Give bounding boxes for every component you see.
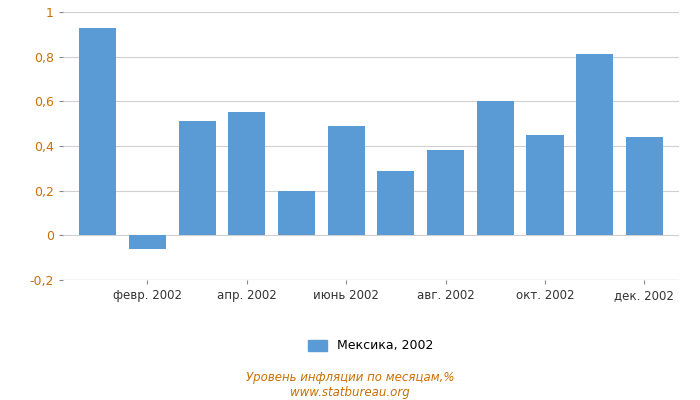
- Text: www.statbureau.org: www.statbureau.org: [290, 386, 410, 399]
- Bar: [626, 137, 663, 235]
- Text: Уровень инфляции по месяцам,%: Уровень инфляции по месяцам,%: [246, 372, 454, 384]
- Bar: [278, 191, 315, 235]
- Bar: [129, 235, 166, 249]
- Bar: [328, 126, 365, 235]
- Bar: [427, 150, 464, 235]
- Bar: [477, 101, 514, 235]
- Bar: [178, 122, 216, 235]
- Bar: [228, 112, 265, 235]
- Bar: [377, 170, 414, 235]
- Bar: [79, 28, 116, 235]
- Legend: Мексика, 2002: Мексика, 2002: [303, 334, 439, 358]
- Bar: [576, 54, 613, 235]
- Bar: [526, 135, 564, 235]
